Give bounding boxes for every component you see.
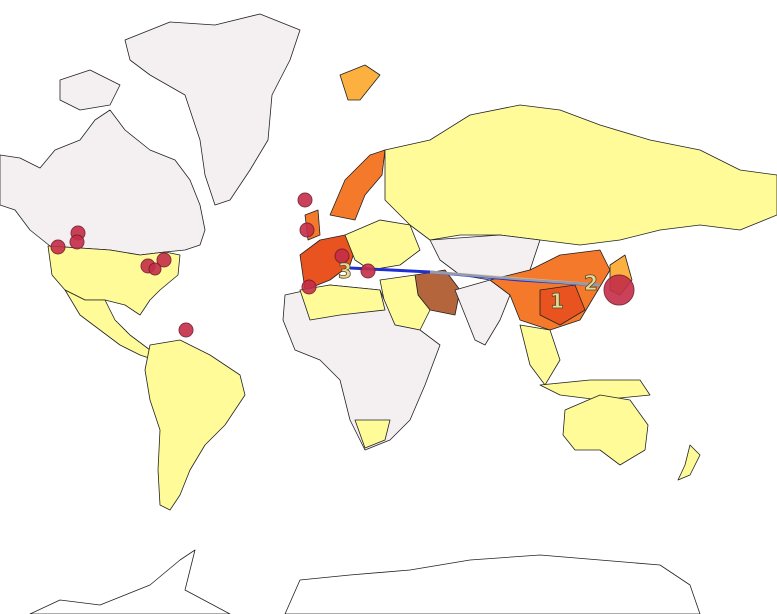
greenland bbox=[124, 13, 301, 206]
arctic-island bbox=[59, 69, 121, 111]
markers bbox=[50, 192, 635, 338]
route-label: 1 bbox=[550, 289, 564, 313]
route-label: 3 bbox=[338, 259, 352, 283]
southeast-asia bbox=[519, 324, 561, 386]
africa bbox=[282, 284, 441, 451]
indonesia bbox=[539, 379, 651, 401]
route-label: 2 bbox=[584, 271, 598, 295]
south-africa bbox=[354, 419, 391, 449]
russia bbox=[384, 104, 777, 246]
countries bbox=[0, 13, 777, 614]
marker[interactable] bbox=[178, 322, 194, 338]
svalbard bbox=[339, 64, 381, 101]
antarctica-west bbox=[29, 549, 231, 614]
canada bbox=[0, 109, 206, 256]
scandinavia bbox=[329, 149, 386, 221]
marker[interactable] bbox=[301, 279, 317, 295]
marker[interactable] bbox=[148, 262, 162, 276]
australia bbox=[562, 394, 649, 466]
route-line-shadow bbox=[429, 270, 601, 287]
south-america bbox=[144, 339, 246, 511]
marker[interactable] bbox=[360, 263, 376, 279]
new-zealand bbox=[677, 444, 701, 481]
marker[interactable] bbox=[299, 222, 315, 238]
north-africa bbox=[299, 284, 386, 321]
china-east bbox=[539, 284, 586, 326]
antarctica-east bbox=[284, 554, 701, 614]
marker[interactable] bbox=[334, 248, 350, 264]
central-europe bbox=[344, 219, 421, 271]
marker[interactable] bbox=[297, 192, 313, 208]
marker[interactable] bbox=[69, 234, 85, 250]
marker[interactable] bbox=[603, 274, 635, 306]
marker[interactable] bbox=[50, 239, 66, 255]
marker[interactable] bbox=[156, 252, 172, 268]
